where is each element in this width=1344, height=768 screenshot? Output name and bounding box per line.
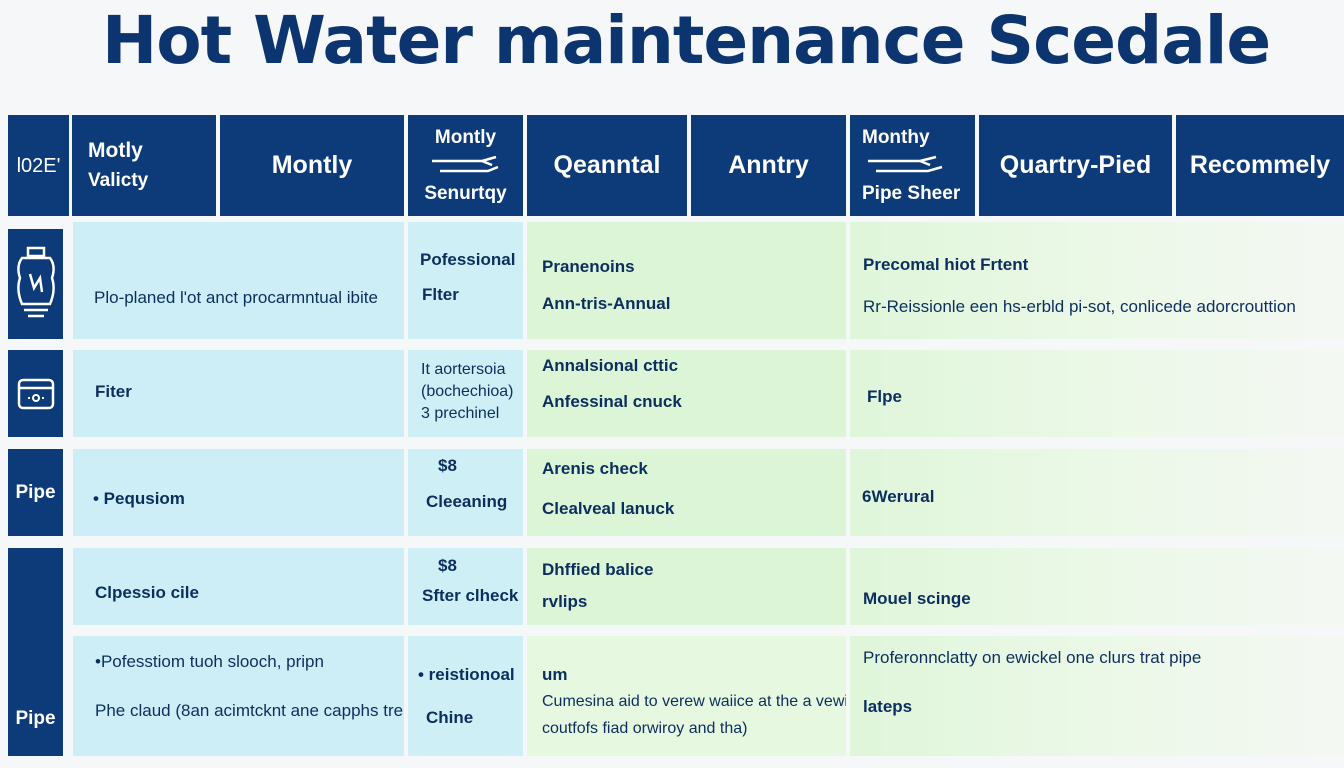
header-cell-pipe-sheer: Monthy Pipe Sheer bbox=[850, 115, 975, 216]
arrow-icon bbox=[431, 155, 498, 172]
task-text: Annalsional cttic bbox=[542, 356, 679, 375]
table-cell: um Cumesina aid to verew waiice at the a… bbox=[527, 636, 846, 756]
task-text: Flter bbox=[422, 285, 459, 304]
header-cell-recommended: Recommely bbox=[1176, 115, 1344, 216]
task-text: Ann-tris-Annual bbox=[542, 294, 671, 313]
table-cell: It aortersoia (bochechioa) 3 prechinel bbox=[408, 350, 523, 437]
task-text: Mouel scinge bbox=[863, 589, 971, 608]
task-text: Sfter clheck bbox=[422, 586, 519, 605]
header-label: Senurtqy bbox=[424, 182, 507, 204]
table-cell: Mouel scinge bbox=[850, 548, 1344, 625]
task-text: 3 prechinel bbox=[421, 405, 500, 422]
header-label: l02E' bbox=[16, 154, 61, 177]
table-cell: Fiter bbox=[73, 350, 404, 437]
header-cell-validity: Motly Valicty bbox=[72, 115, 216, 216]
table-cell: Pranenoins Ann-tris-Annual bbox=[527, 222, 846, 339]
task-text: Pranenoins bbox=[542, 257, 635, 276]
task-text: (bochechioa) bbox=[421, 383, 514, 400]
header-label: Montly bbox=[271, 151, 353, 179]
header-cell-quarterly-pied: Quartry-Pied bbox=[979, 115, 1172, 216]
page-title: Hot Water maintenance Scedale bbox=[102, 2, 1271, 79]
task-text: • reistionoal bbox=[418, 665, 515, 684]
task-text: Clealveal lanuck bbox=[542, 499, 675, 518]
row-icon-cell bbox=[8, 350, 63, 437]
row-label-cell: Pipe bbox=[8, 449, 63, 536]
header-cell-monthly: Montly bbox=[220, 115, 404, 216]
table-cell: • reistionoal Chine bbox=[408, 636, 523, 756]
task-text: Cleeaning bbox=[426, 492, 508, 511]
task-text: Arenis check bbox=[542, 459, 648, 478]
table-cell: 6Werural bbox=[850, 449, 1344, 536]
table-cell: •Pofesstiom tuoh slooch, pripn Phe claud… bbox=[73, 636, 404, 756]
task-text: lateps bbox=[863, 697, 913, 716]
water-heater-icon bbox=[16, 246, 55, 318]
table-cell: $8 Cleeaning bbox=[408, 449, 523, 536]
task-text: Plo-planed l'ot anct procarmntual ibite bbox=[94, 288, 378, 307]
task-text: Flpe bbox=[867, 387, 902, 406]
row-label-cell: Pipe bbox=[8, 548, 63, 756]
header-label: Quartry-Pied bbox=[999, 151, 1152, 179]
table-cell: Annalsional cttic Anfessinal cnuck bbox=[527, 350, 846, 437]
task-text: Anfessinal cnuck bbox=[542, 392, 682, 411]
task-text: It aortersoia bbox=[421, 361, 506, 378]
header-label: Pipe Sheer bbox=[862, 182, 961, 204]
table-cell: Clpessio cile bbox=[73, 548, 404, 625]
task-text: 6Werural bbox=[862, 487, 935, 506]
header-label: Qeanntal bbox=[553, 151, 661, 179]
table-cell: Arenis check Clealveal lanuck bbox=[527, 449, 846, 536]
table-cell: $8 Sfter clheck bbox=[408, 548, 523, 625]
filter-icon bbox=[17, 378, 54, 409]
table-cell: Plo-planed l'ot anct procarmntual ibite bbox=[73, 222, 404, 339]
row-label: Pipe bbox=[15, 708, 56, 729]
table-cell: Precomal hiot Frtent Rr-Reissionle een h… bbox=[850, 222, 1344, 339]
row-icon-cell bbox=[8, 229, 63, 339]
task-text: rvlips bbox=[542, 592, 588, 611]
task-text: Cumesina aid to verew waiice at the a ve… bbox=[542, 693, 846, 710]
task-text: $8 bbox=[438, 556, 457, 575]
header-cell-quarterly: Qeanntal bbox=[527, 115, 687, 216]
task-text: Chine bbox=[426, 708, 474, 727]
header-label: Anntry bbox=[728, 151, 809, 179]
header-cell-annually: Anntry bbox=[691, 115, 846, 216]
table-cell: Proferonnclatty on ewickel one clurs tra… bbox=[850, 636, 1344, 756]
table-cell: • Pequsiom bbox=[73, 449, 404, 536]
task-text: coutfofs fiad orwiroy and tha) bbox=[542, 720, 748, 737]
arrow-icon bbox=[868, 155, 943, 172]
task-text: Fiter bbox=[95, 382, 132, 401]
header-cell-id: l02E' bbox=[8, 115, 69, 216]
task-text: • Pequsiom bbox=[93, 489, 185, 508]
task-text: Phe claud (8an acimtcknt ane capphs tre bbox=[95, 701, 404, 720]
task-text: um bbox=[542, 665, 568, 684]
task-text: Clpessio cile bbox=[95, 583, 199, 602]
table-cell: Flpe bbox=[850, 350, 1344, 437]
header-cell-monthly-security: Montly Senurtqy bbox=[408, 115, 523, 216]
table-cell: Dhffied balice rvlips bbox=[527, 548, 846, 625]
task-text: Proferonnclatty on ewickel one clurs tra… bbox=[863, 648, 1202, 667]
task-text: Dhffied balice bbox=[542, 560, 654, 579]
task-text: Pofessional bbox=[420, 250, 516, 269]
task-text: Precomal hiot Frtent bbox=[863, 255, 1029, 274]
header-label: Monthy bbox=[862, 126, 930, 148]
row-label: Pipe bbox=[15, 481, 56, 503]
task-text: Rr-Reissionle een hs-erbld pi-sot, conli… bbox=[863, 297, 1296, 316]
table-cell: Pofessional Flter bbox=[408, 222, 523, 339]
header-label: Valicty bbox=[88, 169, 149, 191]
header-label: Motly bbox=[88, 138, 143, 162]
header-label: Montly bbox=[434, 126, 497, 148]
header-label: Recommely bbox=[1189, 151, 1331, 179]
task-text: •Pofesstiom tuoh slooch, pripn bbox=[95, 652, 324, 671]
task-text: $8 bbox=[438, 456, 457, 475]
